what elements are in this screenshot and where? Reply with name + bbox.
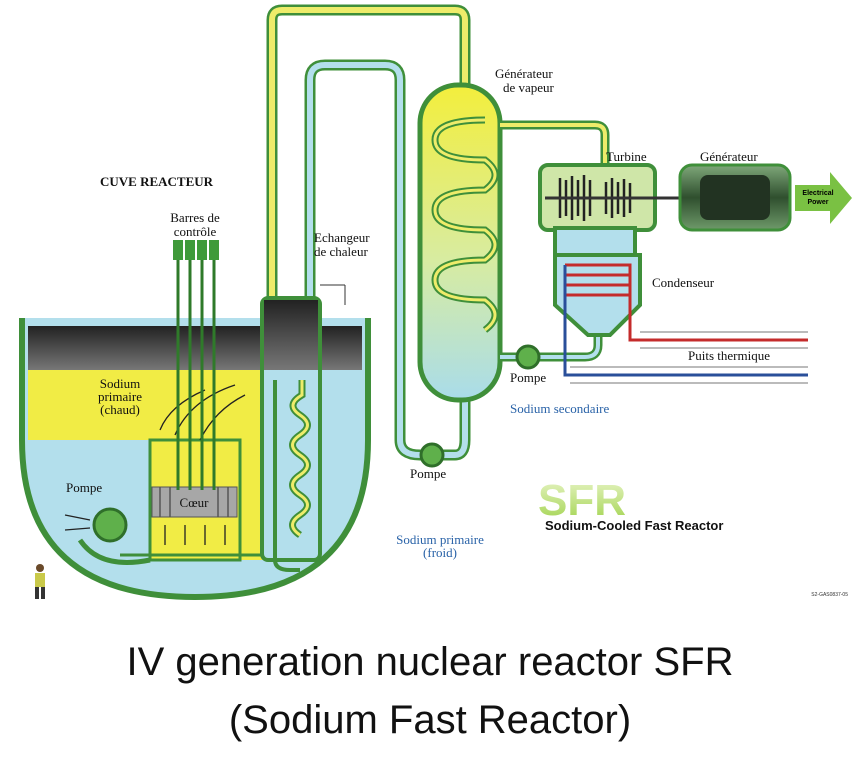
condenser <box>553 253 808 384</box>
label: Electrical <box>802 190 833 197</box>
label: Echangeur <box>314 230 370 245</box>
label: Générateur <box>700 149 758 164</box>
label: Turbine <box>606 149 647 164</box>
label: de chaleur <box>314 244 368 259</box>
caption: (Sodium Fast Reactor) <box>229 698 631 742</box>
secondary-loop <box>266 4 471 468</box>
label: de vapeur <box>503 80 555 95</box>
label: Sodium primaire <box>396 532 484 547</box>
label: primaire <box>98 389 142 404</box>
label: Barres de <box>170 210 220 225</box>
label: Sodium secondaire <box>510 401 610 416</box>
turbine <box>538 163 690 260</box>
logo-subtitle: Sodium-Cooled Fast Reactor <box>545 518 723 533</box>
label: (froid) <box>423 545 457 560</box>
label: Puits thermique <box>688 348 770 363</box>
logo: SFR <box>538 476 626 525</box>
steam-generator <box>417 82 503 403</box>
control-rods <box>173 240 219 490</box>
reference: S2-GAS0837-05 <box>811 592 848 598</box>
caption: IV generation nuclear reactor SFR <box>127 640 734 684</box>
label: Condenseur <box>652 275 715 290</box>
label: (chaud) <box>100 402 140 417</box>
label: Pompe <box>66 480 102 495</box>
label: Générateur <box>495 66 553 81</box>
label: Power <box>807 199 828 206</box>
heat-exchanger <box>260 284 346 572</box>
generator <box>678 163 852 232</box>
label: Sodium <box>100 376 140 391</box>
label: CUVE REACTEUR <box>100 174 214 189</box>
label: contrôle <box>174 224 217 239</box>
water-loop <box>500 120 610 370</box>
label: Pompe <box>410 466 446 481</box>
label: Pompe <box>510 370 546 385</box>
label: Cœur <box>180 495 210 510</box>
person <box>35 564 45 599</box>
